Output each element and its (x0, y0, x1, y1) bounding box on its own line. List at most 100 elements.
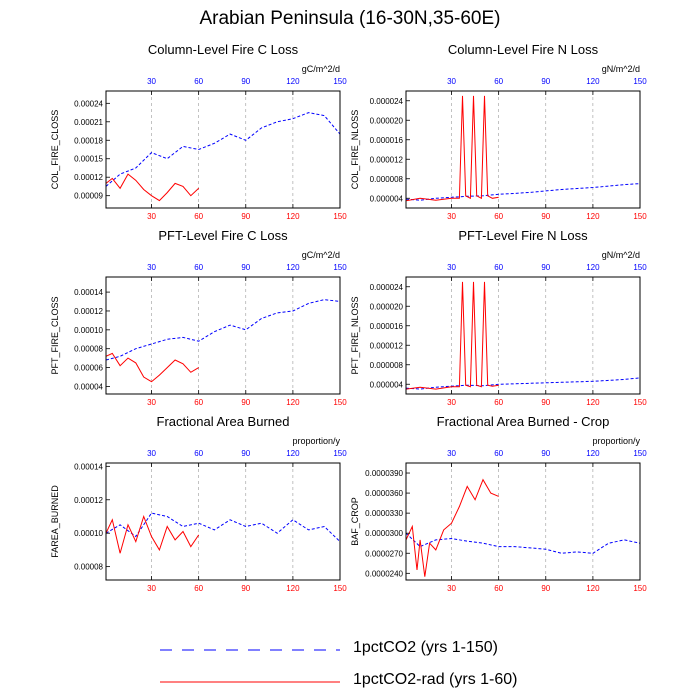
y-axis-label: BAF_CROP (350, 497, 360, 546)
x-tick-label-bottom: 60 (194, 584, 203, 593)
y-axis-label: PFT_FIRE_NLOSS (350, 296, 360, 374)
y-tick-label: 0.00008 (74, 345, 103, 354)
x-tick-label-top: 150 (333, 77, 347, 86)
series-line-1pctco2 (106, 299, 340, 361)
y-tick-label: 0.0000330 (365, 509, 403, 518)
x-tick-label-top: 30 (447, 449, 456, 458)
x-tick-label-bottom: 150 (633, 584, 647, 593)
panel-title: Fractional Area Burned (157, 414, 290, 429)
y-axis-label: COL_FIRE_NLOSS (350, 110, 360, 190)
x-tick-label-bottom: 60 (194, 212, 203, 221)
plot-frame (105, 276, 341, 395)
y-axis-label: FAREA_BURNED (50, 485, 60, 558)
x-tick-label-top: 120 (586, 77, 600, 86)
x-tick-label-top: 90 (541, 449, 550, 458)
y-tick-label: 0.0000300 (365, 529, 403, 538)
x-tick-label-bottom: 150 (333, 584, 347, 593)
series-line-1pctco2-rad (406, 95, 499, 202)
y-tick-label: 0.00015 (74, 155, 103, 164)
y-tick-label: 0.00010 (74, 326, 103, 335)
x-tick-label-top: 90 (241, 77, 250, 86)
x-tick-label-bottom: 60 (494, 398, 503, 407)
y-tick-label: 0.00024 (74, 99, 103, 108)
x-tick-label-bottom: 90 (541, 212, 550, 221)
figure-title: Arabian Peninsula (16-30N,35-60E) (199, 8, 501, 29)
x-tick-label-top: 120 (586, 449, 600, 458)
y-tick-label: 0.000020 (370, 302, 404, 311)
x-tick-label-bottom: 30 (147, 212, 156, 221)
x-tick-label-top: 60 (494, 263, 503, 272)
series-line-1pctco2 (106, 512, 340, 542)
plot-frame (405, 462, 641, 581)
x-tick-label-top: 150 (633, 263, 647, 272)
chart-panel-6: Fractional Area Burned - Crop proportion/… (350, 414, 647, 593)
y-tick-label: 0.000016 (370, 136, 404, 145)
x-tick-label-bottom: 90 (541, 398, 550, 407)
x-tick-label-top: 30 (447, 77, 456, 86)
x-tick-label-bottom: 120 (286, 584, 300, 593)
y-tick-label: 0.00006 (74, 364, 103, 373)
x-tick-label-bottom: 120 (586, 398, 600, 407)
x-tick-label-top: 150 (633, 77, 647, 86)
series-line-1pctco2 (406, 377, 640, 390)
units-label: gN/m^2/d (602, 64, 640, 74)
x-tick-label-bottom: 30 (147, 398, 156, 407)
y-tick-label: 0.00014 (74, 288, 103, 297)
x-tick-label-top: 90 (541, 263, 550, 272)
x-tick-label-top: 90 (241, 263, 250, 272)
units-label: gC/m^2/d (302, 64, 340, 74)
panel-title: Column-Level Fire C Loss (148, 42, 299, 57)
x-tick-label-top: 60 (194, 263, 203, 272)
units-label: proportion/y (292, 436, 340, 446)
y-tick-label: 0.00009 (74, 192, 103, 201)
y-tick-label: 0.0000240 (365, 569, 403, 578)
x-tick-label-bottom: 60 (494, 212, 503, 221)
legend-item-1pctco2-rad: 1pctCO2-rad (yrs 1-60) (160, 670, 580, 694)
y-tick-label: 0.00021 (74, 118, 103, 127)
x-tick-label-bottom: 60 (194, 398, 203, 407)
chart-panel-3: PFT-Level Fire C Loss gC/m^2/d 0.00004 0.00… (50, 228, 347, 407)
x-tick-label-top: 60 (194, 77, 203, 86)
plot-frame (105, 462, 341, 581)
y-tick-label: 0.000012 (370, 155, 404, 164)
panel-title: Fractional Area Burned - Crop (437, 414, 610, 429)
series-line-1pctco2-rad (106, 352, 199, 383)
units-label: gC/m^2/d (302, 250, 340, 260)
x-tick-label-top: 30 (147, 77, 156, 86)
y-tick-label: 0.0000390 (365, 469, 403, 478)
plot-frame (105, 90, 341, 209)
x-tick-label-bottom: 30 (147, 584, 156, 593)
y-tick-label: 0.000008 (370, 361, 404, 370)
y-tick-label: 0.000012 (370, 341, 404, 350)
x-tick-label-top: 60 (194, 449, 203, 458)
x-tick-label-bottom: 120 (586, 584, 600, 593)
y-tick-label: 0.0000360 (365, 489, 403, 498)
y-tick-label: 0.00014 (74, 462, 103, 471)
x-tick-label-top: 120 (286, 449, 300, 458)
x-tick-label-bottom: 30 (447, 212, 456, 221)
series-line-1pctco2-rad (106, 514, 200, 554)
series-line-1pctco2-rad (406, 478, 499, 577)
y-tick-label: 0.000004 (370, 380, 404, 389)
x-tick-label-bottom: 30 (447, 584, 456, 593)
panel-title: PFT-Level Fire N Loss (458, 228, 588, 243)
plot-frame (405, 276, 641, 395)
x-tick-label-top: 30 (147, 449, 156, 458)
series-line-1pctco2 (406, 183, 640, 201)
y-tick-label: 0.00012 (74, 307, 103, 316)
series-line-1pctco2 (106, 112, 340, 187)
y-tick-label: 0.00010 (74, 529, 103, 538)
x-tick-label-bottom: 90 (241, 212, 250, 221)
x-tick-label-bottom: 30 (447, 398, 456, 407)
y-axis-label: PFT_FIRE_CLOSS (50, 296, 60, 374)
y-tick-label: 0.00018 (74, 136, 103, 145)
y-axis-label: COL_FIRE_CLOSS (50, 110, 60, 190)
units-label: gN/m^2/d (602, 250, 640, 260)
x-tick-label-bottom: 120 (286, 398, 300, 407)
x-tick-label-top: 150 (333, 449, 347, 458)
panel-title: PFT-Level Fire C Loss (158, 228, 288, 243)
y-tick-label: 0.000024 (370, 97, 404, 106)
series-line-1pctco2-rad (106, 173, 200, 202)
